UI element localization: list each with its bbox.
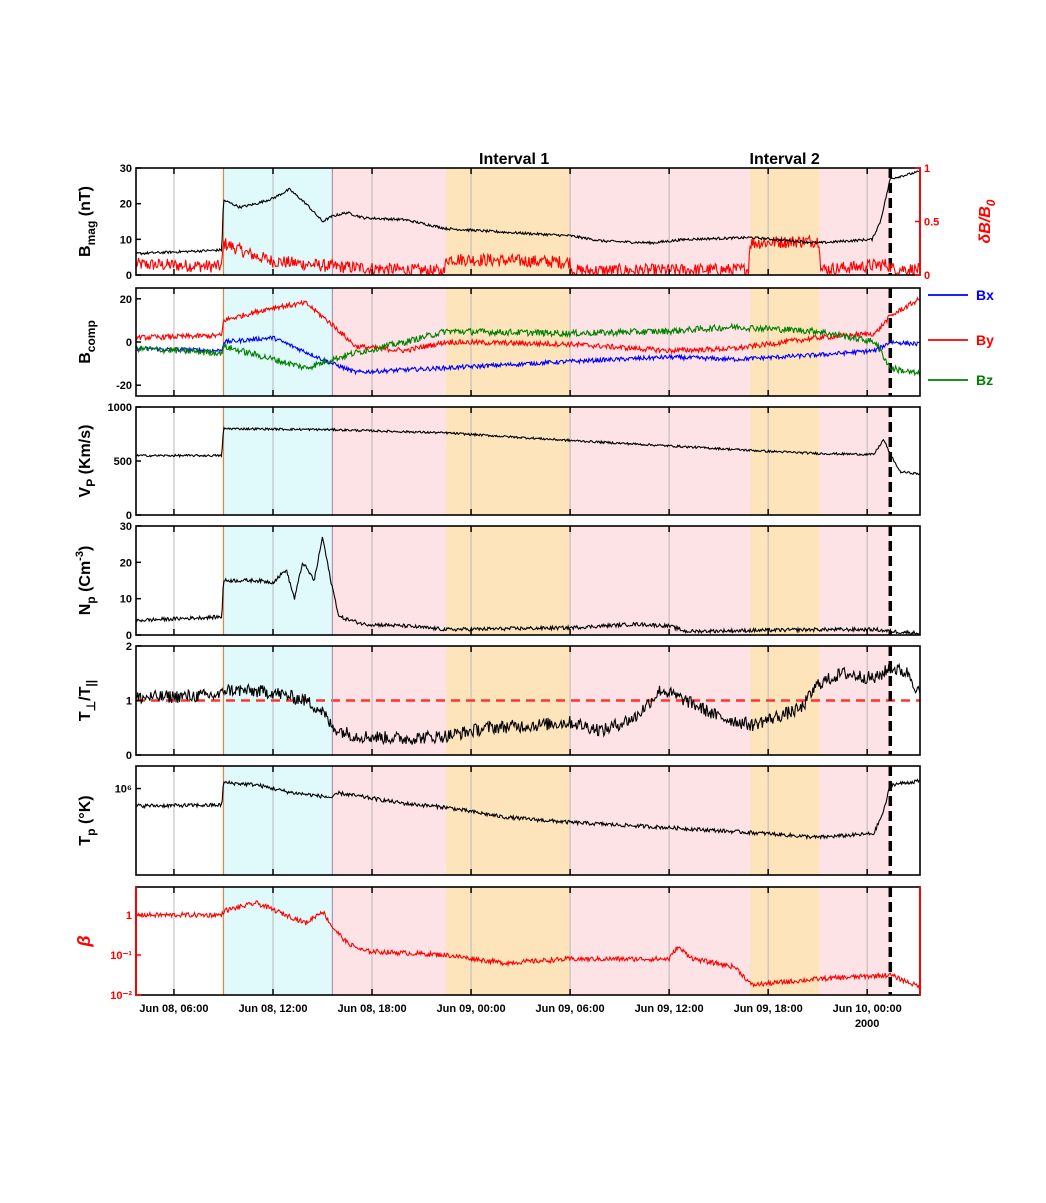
shaded-region-0 [223,168,333,275]
y-tick-label-3: 30 [120,521,132,533]
legend-label: By [976,332,994,348]
series-line-bcomp-0 [136,335,920,376]
x-tick-label-7: Jun 10, 00:00 [833,1003,902,1015]
panel-tp: 10⁶ Tp (°K) [77,765,921,876]
panel-frame [135,525,921,636]
series-line-bcomp-2 [136,322,920,378]
legend-entry-bz: Bz [928,372,993,388]
series-line-tratio-0 [136,662,920,746]
y-tick-label-2: 1000 [108,402,132,414]
panel-bcomp: -20 0 20 Bcomp Bx By Bz [77,287,994,397]
panel-beta-plot-area [136,887,920,995]
y-tick-label-0: 0 [126,270,132,282]
y-tick-label-0: -20 [116,380,132,392]
x-tick-label-6: Jun 09, 18:00 [734,1003,803,1015]
y-axis-label: Bmag (nT) [77,186,98,257]
panel-frame [135,765,921,876]
x-tick-label-3: Jun 09, 00:00 [437,1003,506,1015]
panel-tratio-plot-area [136,646,920,755]
shaded-region-3 [749,407,820,515]
series-line-bmag-1 [136,170,920,256]
y-axis-label: T⊥/T|| [77,680,98,721]
legend-entry-by: By [928,332,994,348]
series-line-tp-0 [136,778,920,841]
legend-label: Bx [976,287,994,303]
shaded-region-3 [749,526,820,635]
y-tick-label-2: 1 [126,910,132,922]
y-tick-label-2: 20 [120,294,132,306]
y-tick-label-1: 10 [120,234,132,246]
shaded-region-2 [446,407,571,515]
right-tick-label-0: 0 [924,270,930,282]
series-line-vp-0 [136,426,920,476]
shaded-region-3 [749,887,820,995]
shaded-region-0 [223,887,333,995]
panel-tratio: 0 1 2 T⊥/T|| [77,641,921,762]
shaded-region-2 [446,887,571,995]
y-tick-label-2: 20 [120,557,132,569]
y-tick-label-1: 10 [120,594,132,606]
year-label: 2000 [855,1018,879,1030]
shaded-region-0 [223,766,333,875]
shaded-region-2 [446,526,571,635]
legend-label: Bz [976,372,993,388]
shaded-region-2 [446,288,571,396]
y-tick-label-1: 10⁻¹ [110,950,132,962]
shaded-region-3 [749,168,820,275]
series-line-np-0 [136,536,920,635]
panel-bmag: 0 10 20 30 0 0.5 1 δB/B0 Bmag (nT) [77,163,998,282]
x-tick-label-2: Jun 08, 18:00 [337,1003,406,1015]
interval-1-label: Interval 1 [479,151,549,168]
panel-vp: 0 500 1000 VP (Km/s) [77,402,921,522]
y-axis-label: Np (Cm-3) [74,546,98,616]
y-tick-label-0: 10⁶ [115,784,132,796]
panel-bmag-plot-area [136,168,920,275]
x-tick-label-1: Jun 08, 12:00 [238,1003,307,1015]
panel-np-plot-area [136,526,920,635]
shaded-region-2 [446,646,571,755]
y-tick-label-0: 10⁻² [110,990,132,1002]
y-axis-label: Bcomp [77,320,98,364]
y-axis-label: VP (Km/s) [77,425,98,498]
shaded-region-3 [749,766,820,875]
y-tick-label-1: 0 [126,337,132,349]
y-axis-label: β [74,935,94,947]
y-tick-label-1: 500 [114,456,132,468]
interval-2-label: Interval 2 [750,151,820,168]
y-tick-label-0: 0 [126,750,132,762]
x-axis: Jun 08, 06:00 Jun 08, 12:00 Jun 08, 18:00 J… [139,1003,901,1030]
y-tick-label-0: 0 [126,630,132,642]
panel-vp-plot-area [136,407,920,515]
panel-beta: 10⁻² 10⁻¹ 1 β [74,886,921,1002]
right-axis-label: δB/B0 [977,199,998,243]
panel-np: 0 10 20 30 Np (Cm-3) [74,521,921,642]
panel-bcomp-plot-area [136,288,920,396]
y-tick-label-3: 30 [120,163,132,175]
legend-entry-bx: Bx [928,287,994,303]
shaded-region-0 [223,526,333,635]
x-tick-label-5: Jun 09, 12:00 [635,1003,704,1015]
y-tick-label-2: 2 [126,641,132,653]
right-tick-label-1: 0.5 [924,217,939,229]
shaded-region-0 [223,407,333,515]
panel-tp-plot-area [136,766,920,875]
x-tick-label-4: Jun 09, 06:00 [536,1003,605,1015]
y-tick-label-0: 0 [126,510,132,522]
y-tick-label-2: 20 [120,199,132,211]
y-tick-label-1: 1 [126,696,132,708]
y-axis-label: Tp (°K) [77,795,98,845]
series-line-beta-0 [136,900,920,990]
series-line-bcomp-1 [136,296,920,355]
interval-labels: Interval 1 Interval 2 [479,151,820,168]
x-tick-label-0: Jun 08, 06:00 [139,1003,208,1015]
right-tick-label-2: 1 [924,163,930,175]
